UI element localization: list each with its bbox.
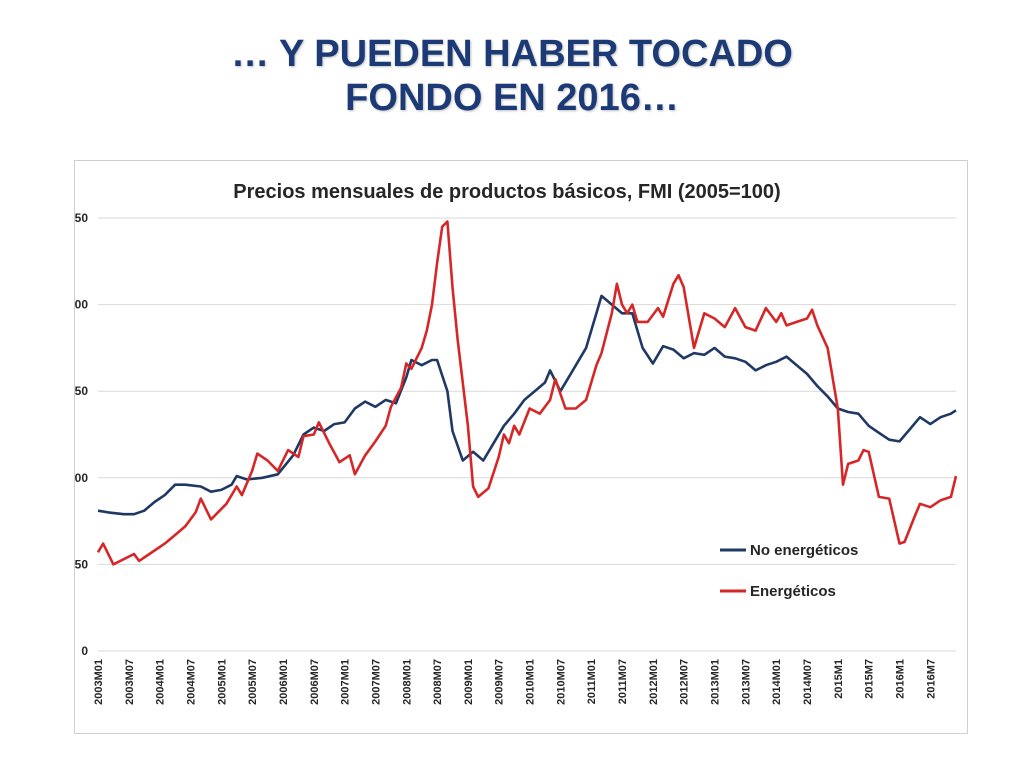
x-tick-label: 2006M01 [278,659,290,705]
chart-title: Precios mensuales de productos básicos, … [233,181,780,203]
x-tick-label: 2007M01 [340,659,352,705]
x-tick-label: 2007M07 [370,659,382,705]
y-tick-label: 50 [75,557,88,571]
x-tick-label: 2004M01 [155,659,167,705]
y-axis-ticks: 0 50 100 150 200 250 [75,211,88,658]
x-tick-label: 2016M7 [925,659,937,699]
x-tick-label: 2008M07 [432,659,444,705]
x-tick-label: 2014M01 [771,659,783,705]
x-tick-label: 2011M07 [617,659,629,704]
x-tick-label: 2009M07 [494,659,506,705]
x-tick-label: 2005M01 [216,659,228,705]
legend-label: No energéticos [750,542,858,559]
y-tick-label: 250 [75,211,88,225]
y-tick-label: 0 [81,644,88,658]
x-tick-label: 2015M1 [833,659,845,699]
x-tick-label: 2013M07 [740,659,752,705]
x-tick-label: 2010M01 [525,659,537,705]
y-tick-label: 150 [75,384,88,398]
x-tick-label: 2012M01 [648,659,660,705]
x-tick-label: 2015M7 [864,659,876,699]
legend-label: Energéticos [750,583,836,600]
x-tick-label: 2013M01 [710,659,722,705]
legend: No energéticos Energéticos [720,542,858,600]
x-tick-label: 2012M07 [679,659,691,705]
slide-title: … Y PUEDEN HABER TOCADO FONDO EN 2016… [0,32,1024,120]
x-tick-label: 2004M07 [185,659,197,705]
slide-title-line1: … Y PUEDEN HABER TOCADO [231,33,793,75]
y-tick-label: 200 [75,298,88,312]
x-tick-label: 2005M07 [247,659,259,705]
x-tick-label: 2011M01 [586,659,598,704]
x-tick-label: 2010M07 [555,659,567,705]
chart-frame: Precios mensuales de productos básicos, … [74,160,968,734]
x-axis-ticks: 2003M01 2003M07 2004M01 2004M07 2005M01 2005M… [93,659,937,705]
series-line-energeticos [96,220,958,566]
slide-title-line2: FONDO EN 2016… [345,77,679,119]
x-tick-label: 2003M01 [93,659,105,705]
x-tick-label: 2009M01 [463,659,475,705]
series-line-no-energeticos [97,294,957,516]
series-lines [96,220,958,566]
line-chart: Precios mensuales de productos básicos, … [75,181,958,705]
x-tick-label: 2016M1 [894,659,906,699]
x-tick-label: 2003M07 [124,659,136,705]
x-tick-label: 2008M01 [401,659,413,705]
x-tick-label: 2014M07 [802,659,814,705]
y-tick-label: 100 [75,471,88,485]
x-tick-label: 2006M07 [309,659,321,705]
